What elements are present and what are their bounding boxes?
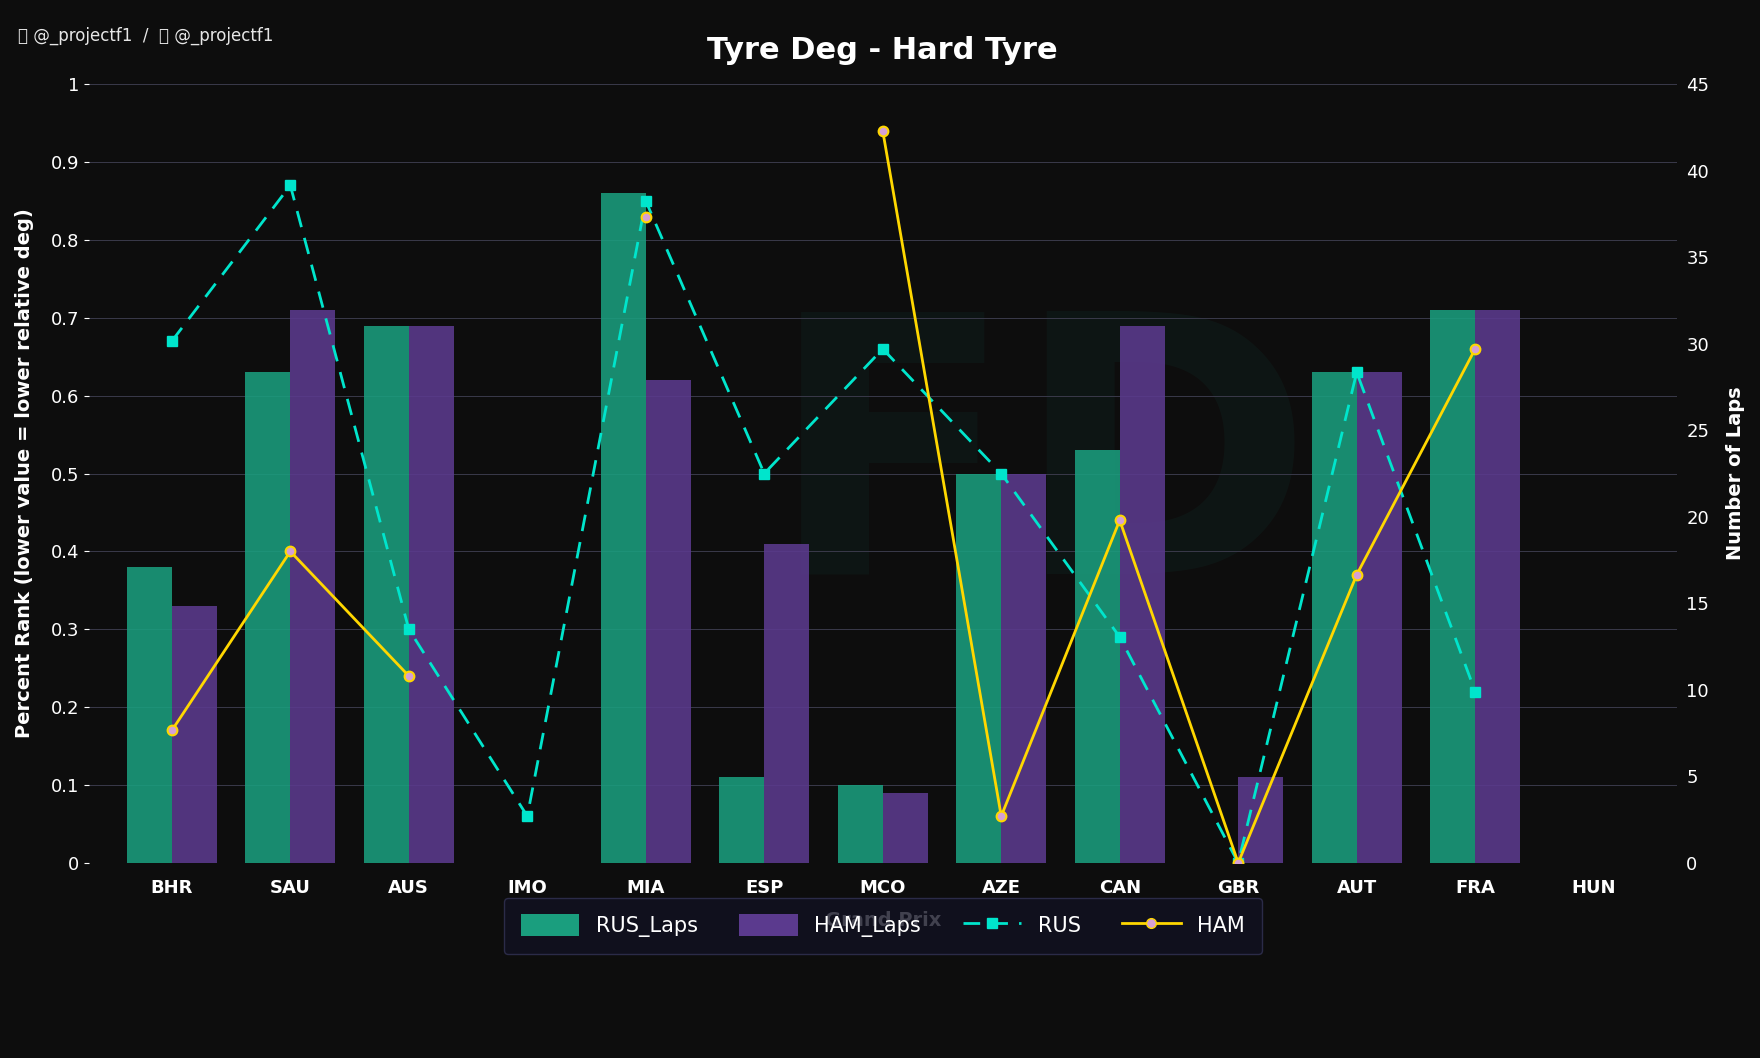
Y-axis label: Number of Laps: Number of Laps bbox=[1727, 387, 1744, 561]
Title: Tyre Deg - Hard Tyre: Tyre Deg - Hard Tyre bbox=[708, 36, 1058, 66]
Bar bbox=[408, 326, 454, 863]
Bar bbox=[1357, 372, 1401, 863]
Bar bbox=[764, 544, 810, 863]
Bar bbox=[1431, 310, 1475, 863]
Bar bbox=[127, 567, 172, 863]
Bar bbox=[1119, 326, 1165, 863]
Bar bbox=[884, 792, 928, 863]
X-axis label: Grand Prix: Grand Prix bbox=[825, 911, 942, 930]
Bar bbox=[1475, 310, 1521, 863]
Bar bbox=[956, 474, 1001, 863]
Bar bbox=[1239, 778, 1283, 863]
Bar bbox=[646, 380, 692, 863]
Bar bbox=[1001, 474, 1045, 863]
Y-axis label: Percent Rank (lower value = lower relative deg): Percent Rank (lower value = lower relati… bbox=[16, 208, 33, 738]
Bar bbox=[838, 785, 884, 863]
Bar bbox=[290, 310, 336, 863]
Legend: RUS_Laps, HAM_Laps, RUS, HAM: RUS_Laps, HAM_Laps, RUS, HAM bbox=[503, 897, 1262, 953]
Text: ⓞ @_projectf1  /  🐦 @_projectf1: ⓞ @_projectf1 / 🐦 @_projectf1 bbox=[18, 26, 273, 44]
Bar bbox=[1075, 450, 1119, 863]
Bar bbox=[364, 326, 408, 863]
Bar bbox=[1311, 372, 1357, 863]
Bar bbox=[600, 194, 646, 863]
Text: FD: FD bbox=[769, 299, 1315, 647]
Bar bbox=[245, 372, 290, 863]
Bar bbox=[172, 606, 216, 863]
Bar bbox=[720, 778, 764, 863]
